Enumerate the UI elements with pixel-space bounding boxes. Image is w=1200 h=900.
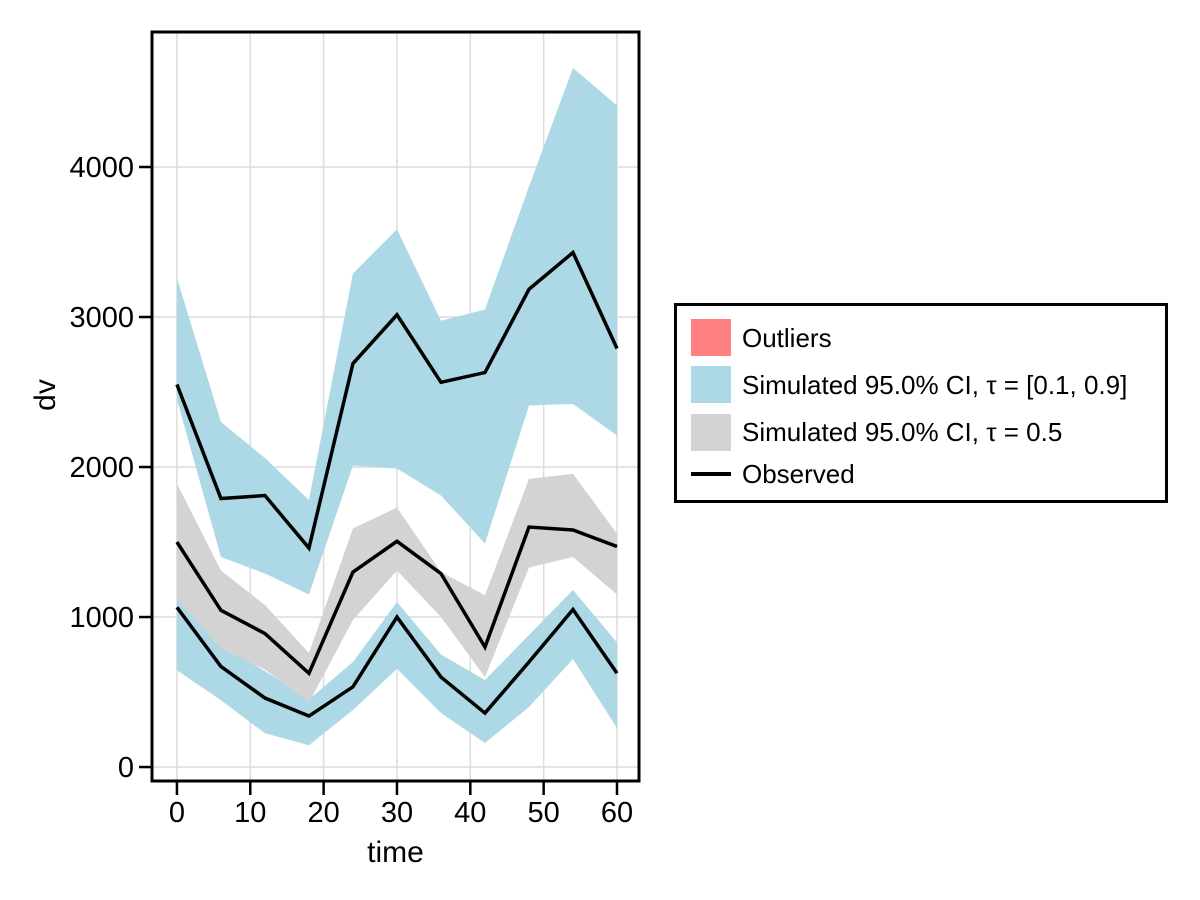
legend-label-observed: Observed — [742, 458, 855, 489]
legend-item-sim-ci-median: Simulated 95.0% CI, τ = 0.5 — [691, 413, 1165, 451]
x-tick-label: 60 — [601, 797, 633, 829]
legend-item-sim-ci-outer: Simulated 95.0% CI, τ = [0.1, 0.9] — [691, 366, 1165, 404]
x-tick-label: 20 — [307, 797, 339, 829]
line-observed_median — [175, 525, 618, 677]
observed-line-icon — [691, 471, 731, 476]
legend-item-observed: Observed — [691, 461, 1165, 487]
y-tick-label: 1000 — [69, 602, 134, 634]
x-tick-label: 10 — [234, 797, 266, 829]
legend-label-sim-ci-median: Simulated 95.0% CI, τ = 0.5 — [742, 417, 1063, 448]
legend-label-sim-ci-outer: Simulated 95.0% CI, τ = [0.1, 0.9] — [742, 369, 1128, 400]
plot-border — [150, 30, 641, 783]
ci-median-swatch-icon — [691, 413, 731, 451]
x-tick-label: 0 — [169, 797, 185, 829]
y-tick-label: 4000 — [69, 152, 134, 184]
x-tick-label: 30 — [381, 797, 413, 829]
ci-outer-swatch-icon — [691, 366, 731, 404]
ribbon-sim_ci_median_band — [176, 473, 617, 703]
y-axis-title: dv — [29, 379, 62, 411]
outliers-swatch-icon — [691, 319, 731, 357]
line-observed_upper — [175, 249, 619, 552]
y-tick-label: 3000 — [69, 302, 134, 334]
line-observed_lower — [175, 606, 619, 719]
x-tick-label: 40 — [454, 797, 486, 829]
y-tick-label: 2000 — [69, 452, 134, 484]
legend-label-outliers: Outliers — [742, 322, 832, 353]
y-tick-label: 0 — [118, 752, 134, 784]
legend: Outliers Simulated 95.0% CI, τ = [0.1, 0… — [674, 303, 1168, 503]
x-axis-title: time — [367, 836, 424, 869]
x-tick-label: 50 — [528, 797, 560, 829]
ribbon-sim_ci_outer_upper_band — [176, 68, 617, 595]
legend-item-outliers: Outliers — [691, 319, 1165, 357]
